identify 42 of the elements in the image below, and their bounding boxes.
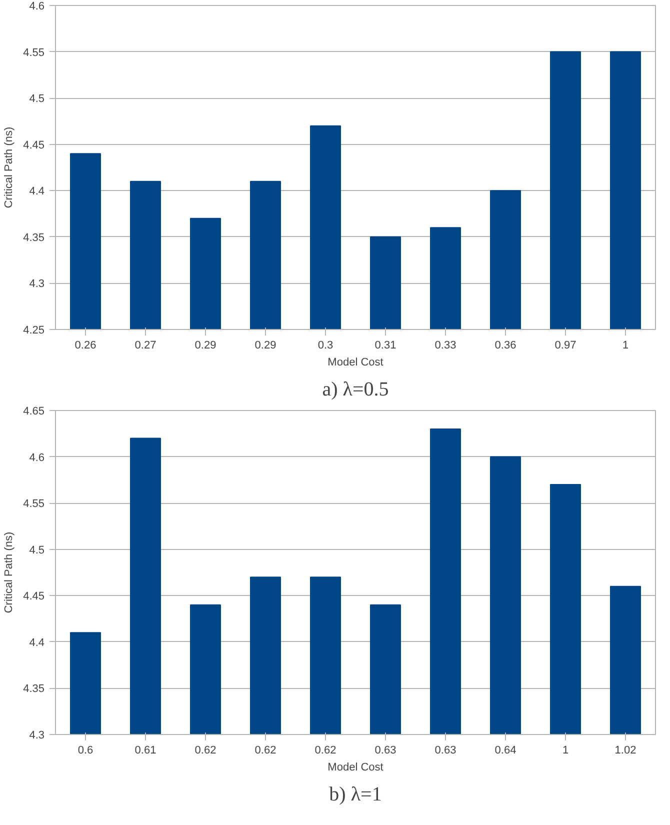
y-tick-label: 4.5 [29,544,45,556]
x-tick-label: 0.62 [254,744,276,756]
y-tick-label: 4.35 [23,232,45,244]
text: b) λ=1 [329,784,382,806]
x-tick-label: 1 [562,744,569,756]
x-axis-title: Model Cost [328,762,384,774]
x-tick-label: 0.62 [314,744,336,756]
y-tick-label: 4.25 [23,324,45,336]
y-axis-title: Critical Path (ns) [3,532,16,614]
x-tick-label: 0.27 [134,340,156,352]
y-tick-label: 4.6 [29,452,45,464]
x-tick-label: 0.63 [374,744,396,756]
x-tick-label: 0.29 [194,340,216,352]
x-tick-label: 0.29 [254,340,276,352]
y-axis-title: Critical Path (ns) [3,126,16,208]
x-tick-label: 0.61 [134,744,156,756]
x-tick-label: 0.36 [494,340,516,352]
x-tick-label: 0.31 [374,340,396,352]
y-tick-label: 4.55 [23,498,45,510]
y-tick-label: 4.65 [23,406,45,418]
y-tick-label: 4.3 [29,730,45,742]
y-tick-label: 4.4 [29,186,45,198]
y-tick-label: 4.35 [23,683,45,696]
text: a) λ=0.5 [322,378,389,400]
x-axis-title: Model Cost [328,356,384,368]
x-tick-label: 0.62 [194,744,216,756]
y-tick-label: 4.4 [29,636,45,649]
y-tick-label: 4.45 [23,590,45,603]
y-tick-label: 4.45 [23,139,45,152]
y-tick-label: 4.5 [29,93,45,106]
x-tick-label: 0.63 [434,744,456,756]
x-tick-label: 0.6 [78,744,94,756]
x-tick-label: 1.02 [614,744,636,756]
y-tick-label: 4.3 [29,278,45,290]
x-tick-label: 0.33 [434,340,456,352]
y-tick-label: 4.55 [23,46,45,59]
x-tick-label: 1 [622,340,629,352]
x-tick-label: 0.97 [554,340,576,352]
x-tick-label: 0.3 [318,340,334,352]
x-tick-label: 0.64 [494,744,516,756]
y-tick-label: 4.6 [29,0,45,12]
x-tick-label: 0.26 [74,340,96,352]
